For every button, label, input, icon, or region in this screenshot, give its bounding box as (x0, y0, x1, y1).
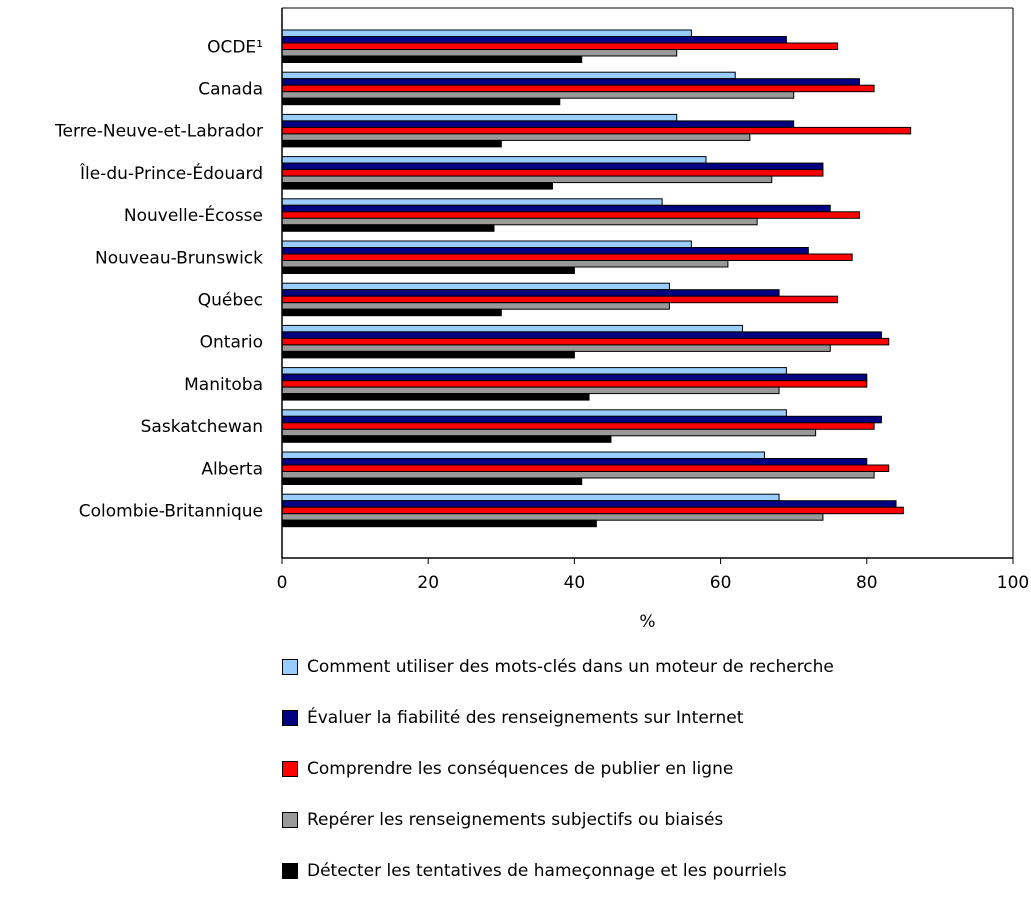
x-tick-label: 80 (856, 573, 878, 593)
category-label: Colombie-Britannique (79, 501, 263, 521)
bar (281, 428, 817, 437)
bar (281, 182, 553, 190)
x-axis-title: % (639, 612, 655, 632)
category-label: Nouveau-Brunswick (95, 248, 263, 268)
category-label: OCDE¹ (207, 37, 263, 57)
category-label: Île-du-Prince-Édouard (79, 162, 263, 184)
bar (281, 415, 882, 424)
bar (281, 156, 707, 164)
x-tick-label: 0 (277, 573, 288, 593)
bar (281, 337, 890, 346)
bar (281, 84, 875, 93)
legend-swatch (282, 659, 298, 675)
bar (281, 500, 897, 508)
category-label: Manitoba (184, 375, 263, 395)
bar (281, 324, 744, 333)
bar (281, 78, 860, 86)
bar (281, 71, 736, 80)
bar (281, 295, 839, 304)
bar (281, 198, 663, 206)
legend-swatch (282, 710, 298, 726)
x-tick-label: 100 (997, 573, 1029, 593)
bar (281, 97, 561, 106)
chart-legend: Comment utiliser des mots-clés dans un m… (282, 657, 834, 912)
bar (281, 36, 787, 44)
bar (281, 367, 787, 375)
bar (281, 175, 773, 184)
bar (281, 435, 612, 443)
bar (281, 471, 875, 479)
bar (281, 493, 780, 502)
bar (281, 133, 751, 141)
bar (281, 422, 875, 430)
legend-label: Comprendre les conséquences de publier e… (307, 759, 734, 779)
bar (281, 506, 904, 515)
bar (281, 380, 868, 388)
legend-label: Comment utiliser des mots-clés dans un m… (307, 657, 834, 677)
bar (281, 373, 868, 382)
bar (281, 458, 868, 466)
bar (281, 139, 502, 148)
legend-swatch (282, 761, 298, 777)
bar (281, 113, 678, 122)
legend-item: Comprendre les conséquences de publier e… (282, 759, 834, 779)
bar (281, 477, 583, 485)
legend-swatch (282, 863, 298, 879)
category-label: Québec (198, 290, 263, 310)
bar (281, 464, 890, 472)
bar (281, 42, 839, 50)
bar (281, 29, 692, 37)
bar (281, 162, 824, 171)
legend-item: Repérer les renseignements subjectifs ou… (282, 810, 834, 830)
bar (281, 120, 795, 128)
legend-label: Détecter les tentatives de hameçonnage e… (307, 861, 787, 881)
bar (281, 386, 780, 395)
bar (281, 409, 787, 417)
bar (281, 91, 795, 99)
bar (281, 169, 824, 177)
category-label: Canada (198, 79, 263, 99)
bar (281, 519, 597, 528)
x-tick-label: 40 (564, 573, 586, 593)
bar (281, 224, 495, 232)
legend-item: Détecter les tentatives de hameçonnage e… (282, 861, 834, 881)
bar (281, 513, 824, 521)
bar (281, 451, 765, 459)
bar-chart: OCDE¹ Canada Terre-Neuve-et-Labrador Île-du… (54, 7, 1029, 632)
bar (281, 266, 575, 274)
legend-label: Évaluer la fiabilité des renseignements … (307, 708, 744, 728)
bar (281, 344, 831, 352)
bar (281, 308, 502, 317)
bar (281, 302, 670, 310)
bar (281, 126, 912, 135)
legend-item: Évaluer la fiabilité des renseignements … (282, 708, 834, 728)
bar (281, 289, 780, 297)
category-label: Nouvelle-Écosse (124, 204, 263, 226)
bar (281, 204, 831, 213)
bar (281, 260, 729, 268)
legend-label: Repérer les renseignements subjectifs ou… (307, 810, 724, 830)
bar (281, 393, 590, 401)
bar (281, 49, 678, 57)
x-tick-label: 20 (417, 573, 439, 593)
bar (281, 282, 670, 291)
category-label: Ontario (200, 333, 263, 353)
category-label: Saskatchewan (141, 417, 263, 437)
category-label: Terre-Neuve-et-Labrador (54, 122, 263, 142)
category-label: Alberta (201, 459, 263, 479)
bar (281, 240, 692, 248)
bar (281, 350, 575, 359)
bar (281, 331, 882, 339)
bar (281, 247, 809, 255)
legend-item: Comment utiliser des mots-clés dans un m… (282, 657, 834, 677)
bar (281, 217, 758, 226)
legend-swatch (282, 812, 298, 828)
bar (281, 55, 583, 63)
x-tick-label: 60 (710, 573, 732, 593)
bar (281, 253, 853, 261)
bar (281, 211, 860, 219)
